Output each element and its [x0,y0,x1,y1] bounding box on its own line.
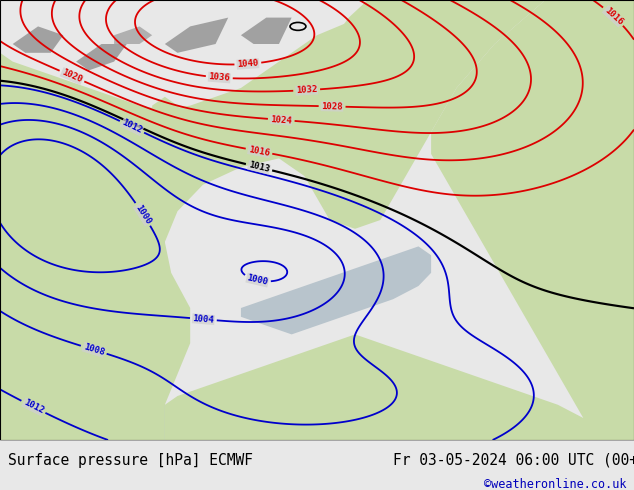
Polygon shape [165,18,228,53]
Text: Fr 03-05-2024 06:00 UTC (00+54): Fr 03-05-2024 06:00 UTC (00+54) [393,452,634,467]
Polygon shape [127,114,152,141]
Polygon shape [114,26,152,44]
Text: 1000: 1000 [246,273,269,287]
Polygon shape [431,0,634,418]
Polygon shape [152,97,190,141]
Text: 1040: 1040 [237,59,259,69]
Text: 1032: 1032 [295,85,318,95]
Text: 1012: 1012 [22,398,45,416]
Text: 1016: 1016 [602,6,624,27]
Text: 1012: 1012 [120,118,144,136]
Text: ©weatheronline.co.uk: ©weatheronline.co.uk [484,477,626,490]
Polygon shape [241,246,431,334]
Text: 1028: 1028 [321,101,343,111]
Text: Surface pressure [hPa] ECMWF: Surface pressure [hPa] ECMWF [8,452,252,467]
Polygon shape [0,0,545,440]
Text: 1036: 1036 [208,72,230,83]
Polygon shape [0,97,165,440]
Text: 1024: 1024 [270,115,292,125]
Text: 1016: 1016 [248,145,271,158]
Polygon shape [241,18,292,44]
Text: 1004: 1004 [192,314,214,324]
Polygon shape [317,0,393,123]
Text: 1000: 1000 [133,203,153,226]
Polygon shape [165,334,634,440]
Text: 1020: 1020 [60,68,84,84]
Polygon shape [76,44,127,71]
Polygon shape [13,26,63,53]
Text: 1008: 1008 [82,343,105,357]
Text: 1013: 1013 [247,160,271,174]
